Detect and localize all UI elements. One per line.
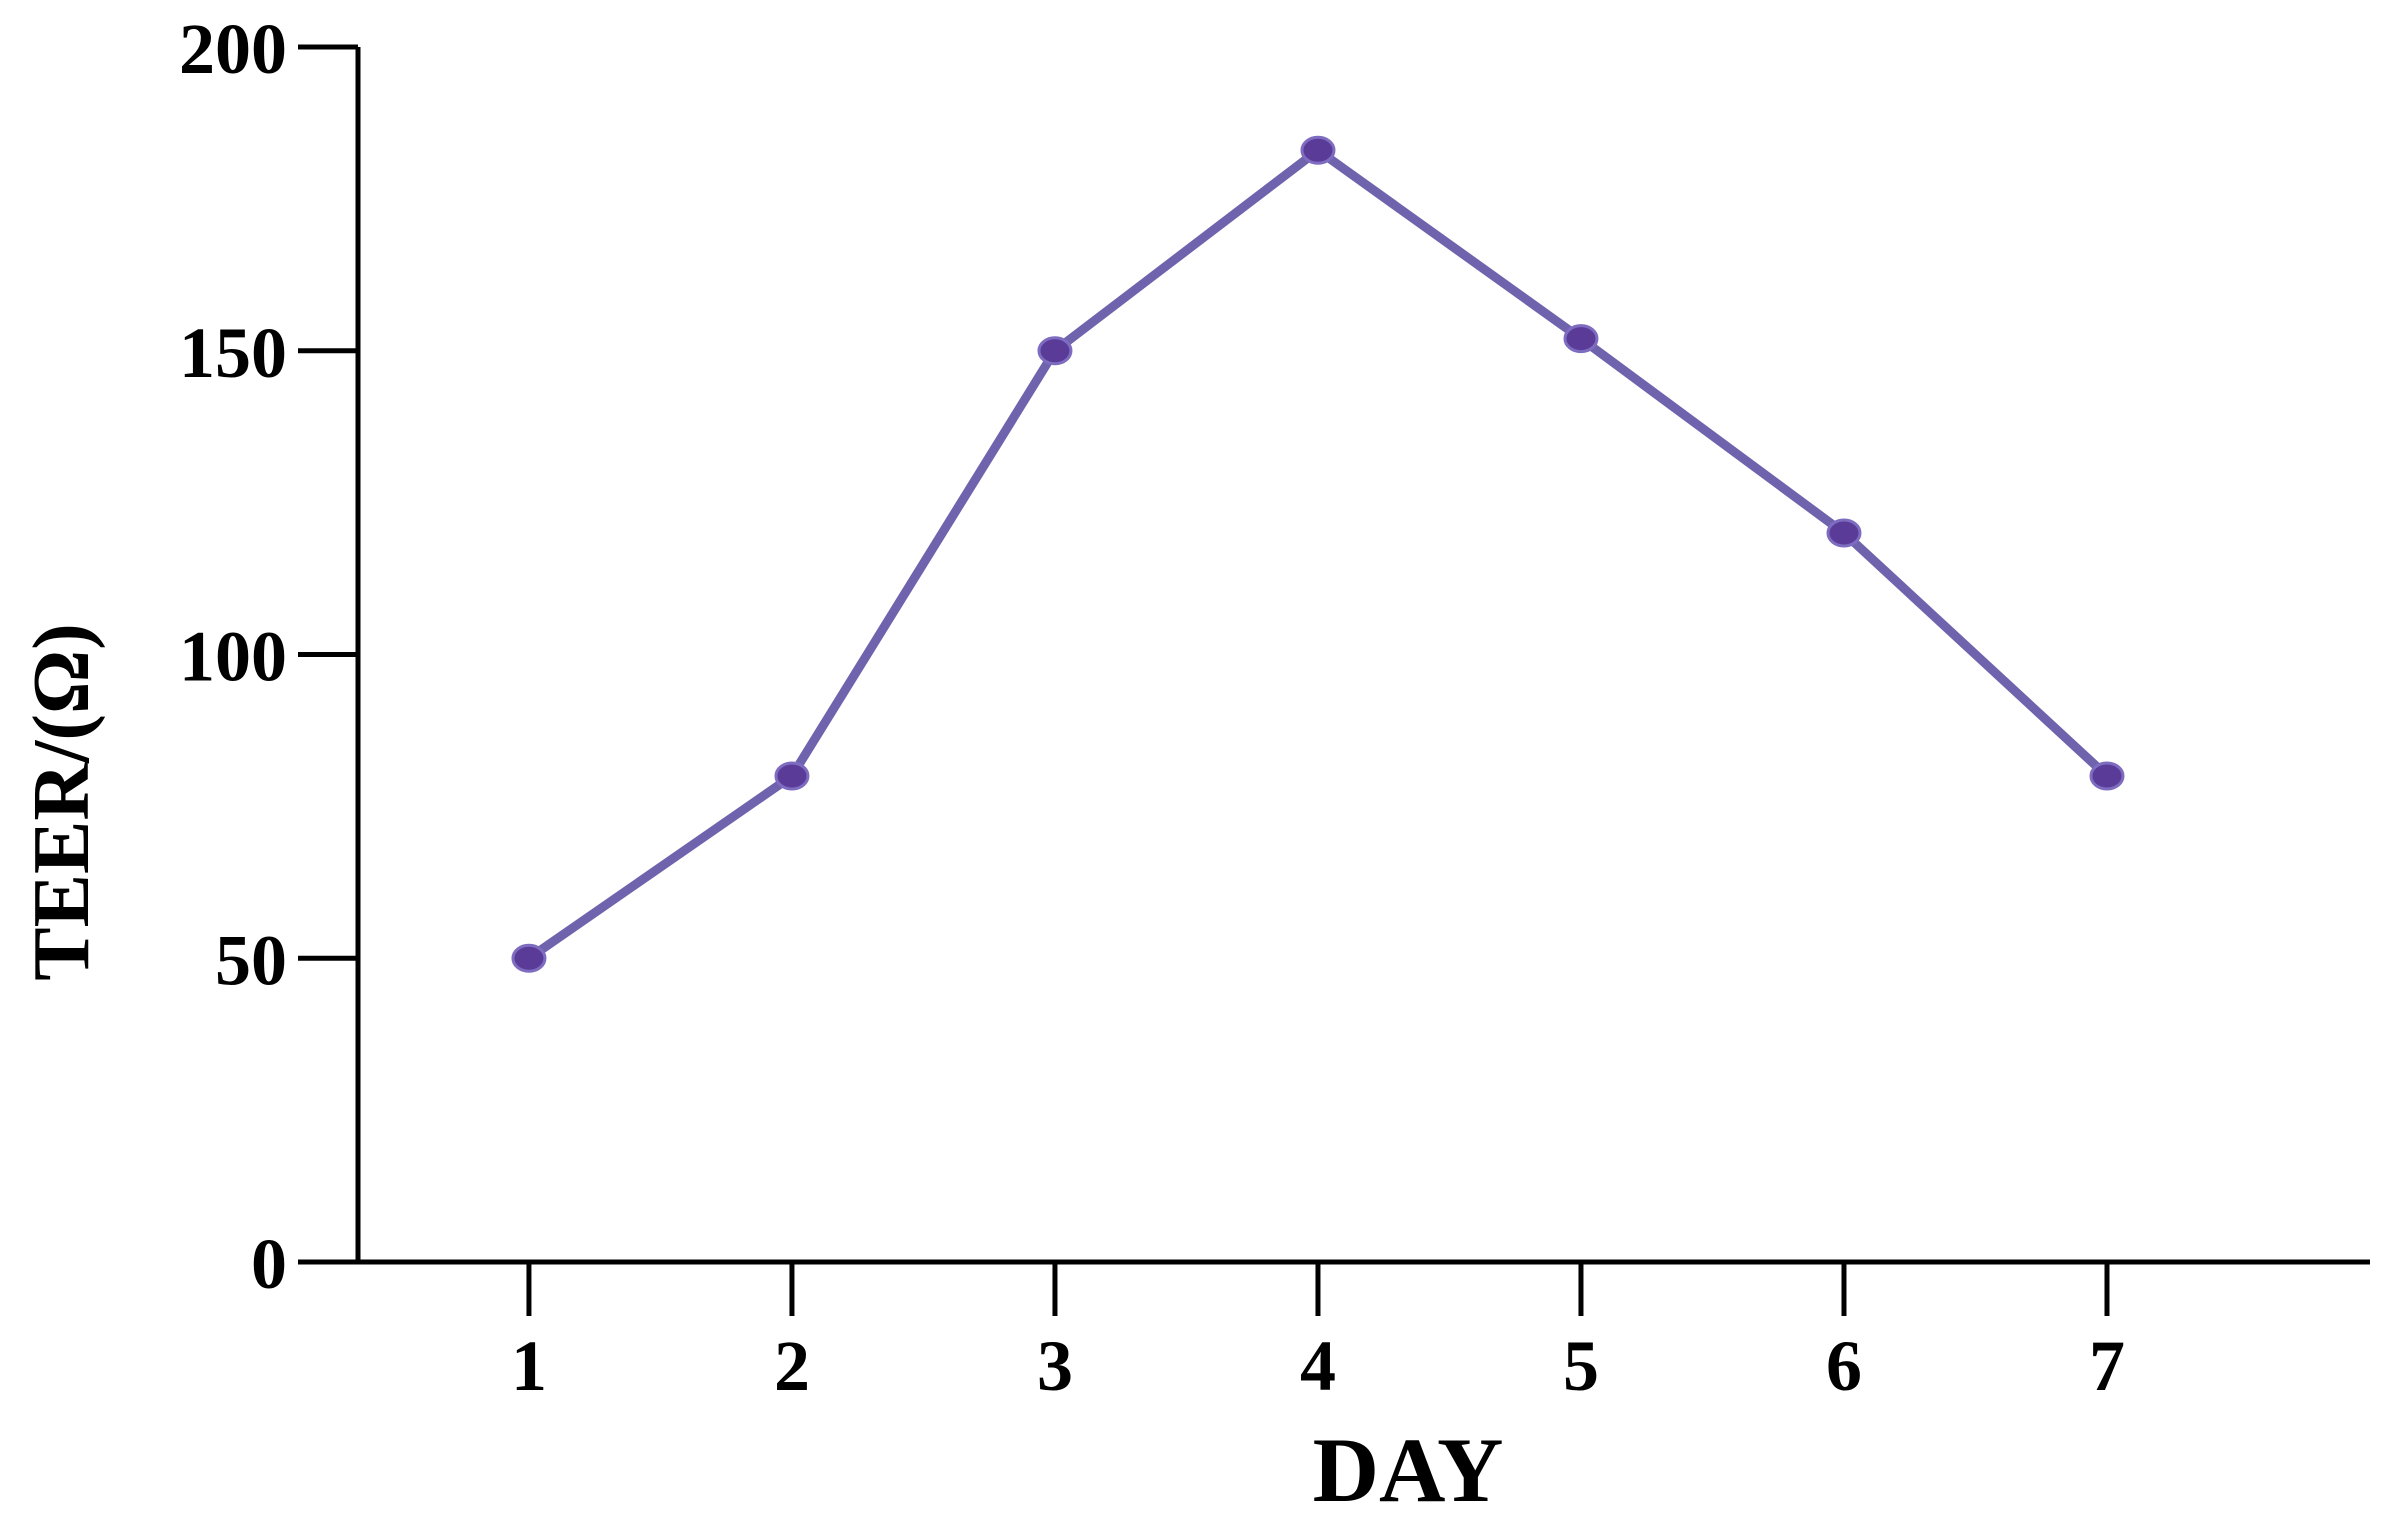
x-tick-label: 6 <box>1826 1326 1862 1406</box>
x-tick-label: 3 <box>1037 1326 1073 1406</box>
y-ticks: 0 50 100 150 200 <box>179 9 358 1304</box>
series-line <box>526 145 2111 962</box>
data-point <box>1037 336 1073 366</box>
x-axis-label: DAY <box>1313 1419 1504 1519</box>
data-point <box>2089 761 2125 791</box>
x-tick-label: 1 <box>511 1326 547 1406</box>
x-tick-label: 5 <box>1563 1326 1599 1406</box>
x-ticks: 1 2 3 4 5 6 7 <box>511 1262 2125 1406</box>
x-tick-label: 2 <box>774 1326 810 1406</box>
axes <box>298 47 2370 1265</box>
x-tick-label: 4 <box>1300 1326 1336 1406</box>
y-tick-label: 100 <box>179 617 287 697</box>
y-tick-label: 150 <box>179 313 287 393</box>
y-tick-label: 50 <box>215 920 287 1000</box>
data-point <box>1300 135 1336 165</box>
plot-area <box>511 135 2125 973</box>
x-tick-label: 7 <box>2089 1326 2125 1406</box>
data-point <box>774 761 810 791</box>
data-point <box>1563 324 1599 354</box>
y-tick-label: 0 <box>251 1224 287 1304</box>
y-tick-label: 200 <box>179 9 287 89</box>
data-point <box>511 943 547 973</box>
data-point <box>1826 518 1862 548</box>
y-axis-label: TEER/(Ω) <box>18 623 106 980</box>
